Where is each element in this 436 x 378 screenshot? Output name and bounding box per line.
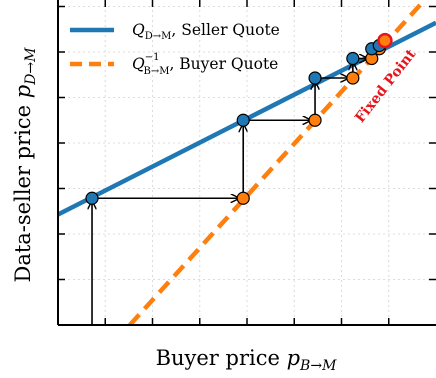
- buyer-iterate-point: [236, 191, 250, 205]
- cobweb-arrows: [92, 49, 379, 325]
- seller-iterate-point: [236, 113, 250, 127]
- legend-label-seller: QD→M, Seller Quote: [132, 21, 280, 42]
- buyer-iterate-point: [308, 113, 322, 127]
- fixed-point-marker: [377, 32, 393, 49]
- buyer-iterate-point: [346, 71, 360, 85]
- legend-label-buyer: Q−1 B→M, Buyer Quote: [132, 52, 278, 77]
- seller-iterate-point: [308, 71, 322, 85]
- seller-iterate-point: [85, 191, 99, 205]
- plot-area: [58, 0, 436, 325]
- seller-iterate-point: [346, 51, 360, 66]
- x-axis-label: Buyer price pB→M: [156, 346, 338, 374]
- axes: [57, 0, 436, 326]
- y-axis-label: Data-seller price pD→M: [11, 47, 39, 283]
- legend: QD→M, Seller Quote Q−1 B→M, Buyer Quote: [70, 21, 280, 77]
- iterate-points: [85, 32, 393, 205]
